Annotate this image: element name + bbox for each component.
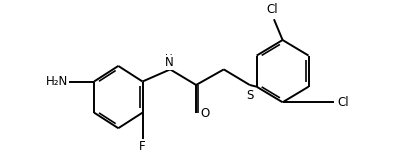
Text: H₂N: H₂N <box>46 75 68 88</box>
Text: Cl: Cl <box>266 3 278 17</box>
Text: F: F <box>139 140 146 153</box>
Text: O: O <box>200 107 209 120</box>
Text: N: N <box>164 56 173 69</box>
Text: Cl: Cl <box>337 96 349 109</box>
Text: S: S <box>246 90 254 102</box>
Text: H: H <box>165 54 173 64</box>
